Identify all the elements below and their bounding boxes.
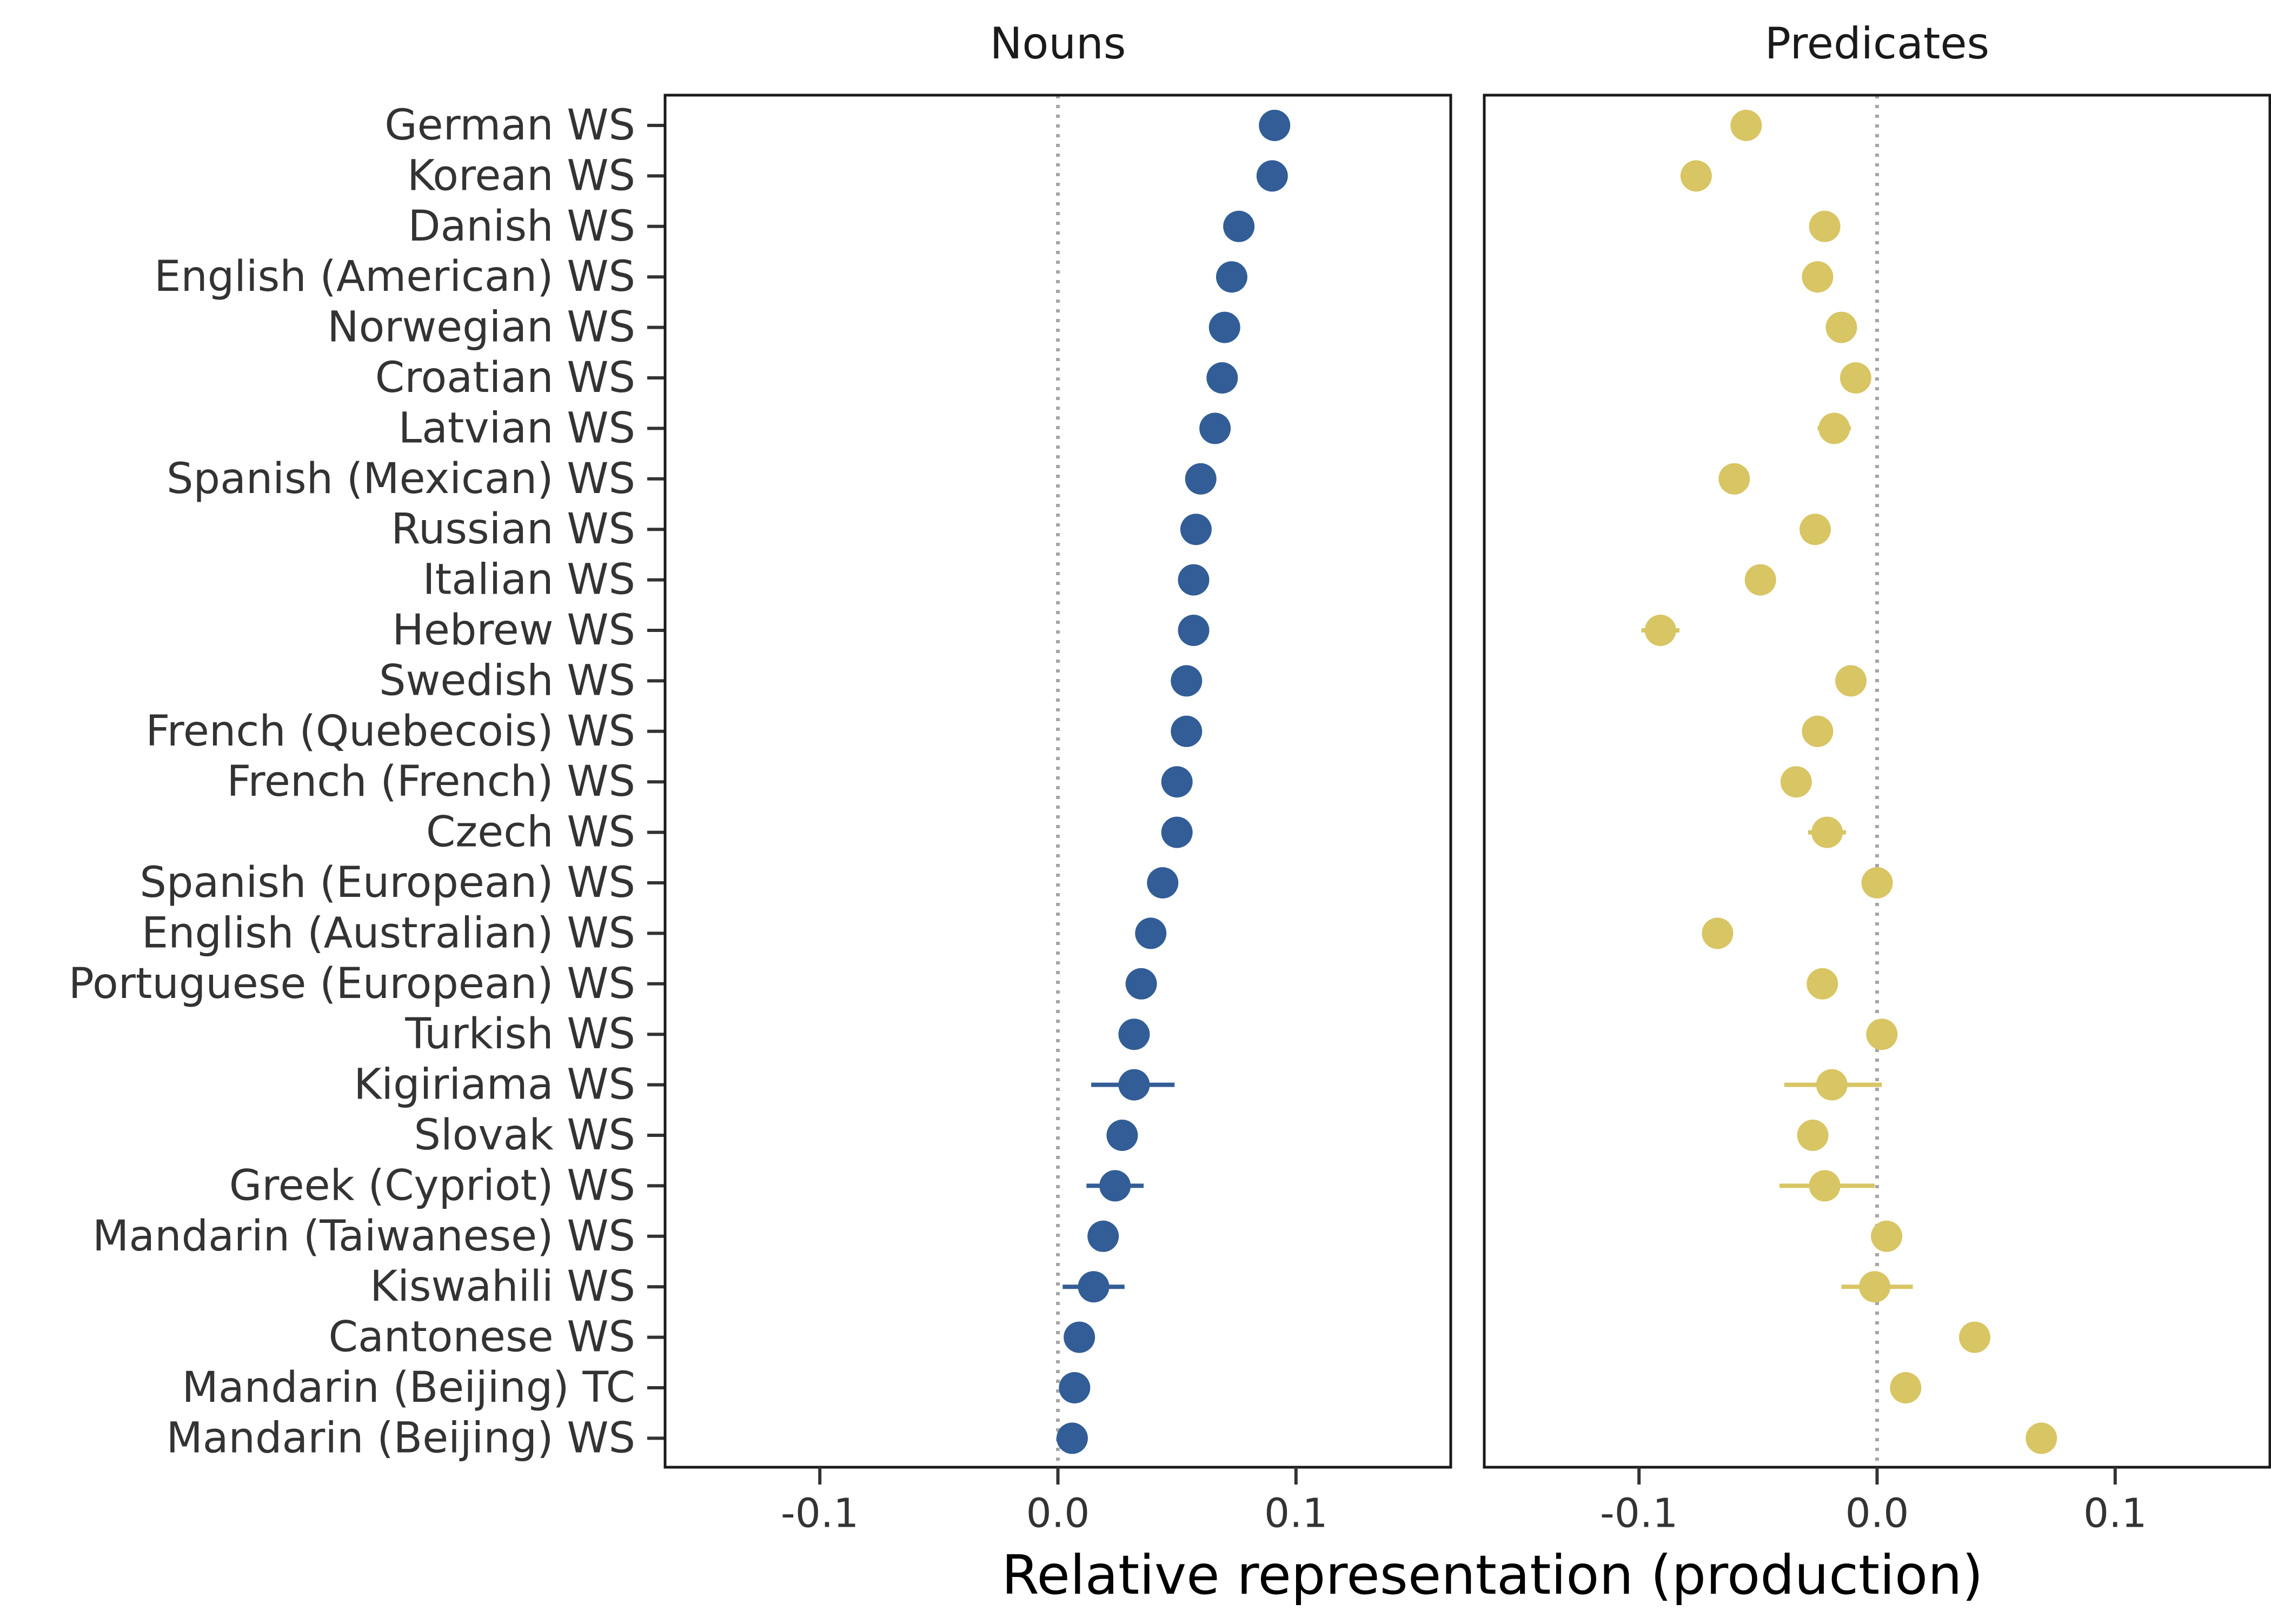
data-point [1106, 1120, 1138, 1151]
data-point [1890, 1372, 1922, 1403]
data-point [1797, 1120, 1829, 1151]
language-label: Portuguese (European) WS [69, 960, 635, 1008]
data-point [1859, 1271, 1891, 1303]
data-point [1216, 261, 1247, 293]
language-label: Slovak WS [414, 1111, 635, 1160]
language-label: Kigiriama WS [354, 1061, 635, 1109]
language-label: Norwegian WS [327, 303, 635, 352]
data-point [1818, 412, 1850, 444]
data-point [1730, 110, 1762, 141]
data-point [1178, 615, 1210, 646]
language-label: Mandarin (Beijing) TC [182, 1363, 635, 1412]
data-point [1056, 1422, 1088, 1454]
data-point [1835, 665, 1867, 697]
panel-title: Nouns [990, 18, 1126, 69]
x-tick-label: 0.0 [1026, 1490, 1090, 1536]
panel-title: Predicates [1765, 18, 1989, 69]
data-point [1118, 1069, 1150, 1101]
language-label: Hebrew WS [392, 606, 635, 655]
data-point [1087, 1220, 1119, 1252]
data-point [1171, 665, 1203, 697]
panel-nouns: Nouns -0.1 0.0 0.1 [663, 18, 1452, 1536]
data-point [1135, 917, 1167, 949]
data-point [1871, 1220, 1903, 1252]
data-point [1064, 1321, 1095, 1353]
data-point [1118, 1019, 1150, 1050]
language-label: Danish WS [408, 202, 635, 251]
x-tick-label: 0.1 [1264, 1490, 1328, 1536]
language-label: Spanish (European) WS [140, 858, 635, 907]
data-point [1807, 968, 1838, 1000]
language-label: Russian WS [391, 505, 635, 554]
language-label: Swedish WS [379, 656, 635, 705]
language-label: Greek (Cypriot) WS [229, 1161, 635, 1210]
data-point [1718, 463, 1750, 495]
x-tick-label: 0.0 [1845, 1490, 1909, 1536]
data-point [1078, 1271, 1110, 1303]
data-point [1780, 766, 1812, 798]
data-point [1206, 362, 1238, 394]
data-point [1161, 766, 1193, 798]
data-point [1199, 412, 1231, 444]
language-label: Mandarin (Taiwanese) WS [92, 1212, 635, 1261]
language-label: English (American) WS [154, 252, 635, 301]
language-label: Kiswahili WS [370, 1262, 635, 1311]
language-label: Cantonese WS [329, 1313, 635, 1362]
language-label: French (Quebecois) WS [145, 707, 635, 756]
data-point [1059, 1372, 1091, 1403]
language-label: Spanish (Mexican) WS [167, 455, 635, 503]
language-label: Croatian WS [375, 354, 635, 402]
language-label: French (French) WS [227, 757, 635, 806]
data-point [1180, 514, 1212, 545]
data-point [1259, 110, 1291, 141]
data-point [1178, 564, 1210, 596]
data-point [1680, 160, 1712, 192]
data-point [1825, 311, 1857, 343]
language-label: German WS [384, 101, 635, 150]
chart-panels: Nouns -0.1 0.0 0.1 Predicates -0.1 0.0 0.1 [663, 18, 2271, 1536]
data-point [1256, 160, 1288, 192]
data-point [1744, 564, 1776, 596]
panel-predicates: Predicates -0.1 0.0 0.1 [1483, 18, 2271, 1536]
data-point [1811, 816, 1843, 848]
language-label: Latvian WS [399, 404, 635, 452]
data-point [1802, 715, 1834, 747]
data-point [1861, 867, 1893, 898]
data-point [1816, 1069, 1848, 1101]
x-tick-label: -0.1 [1600, 1490, 1678, 1536]
data-point [1809, 210, 1841, 242]
data-point [1959, 1321, 1991, 1353]
data-point [1840, 362, 1871, 394]
data-point [1161, 816, 1193, 848]
x-tick-label: 0.1 [2083, 1490, 2147, 1536]
language-label: Korean WS [407, 151, 635, 200]
x-axis-title: Relative representation (production) [1001, 1543, 1983, 1607]
data-point [1223, 210, 1255, 242]
data-point [1099, 1170, 1131, 1202]
data-point [1644, 615, 1676, 646]
data-point [1799, 514, 1831, 545]
data-point [1866, 1019, 1898, 1050]
data-point [2026, 1422, 2057, 1454]
language-label: Turkish WS [404, 1010, 635, 1059]
data-point [1802, 261, 1834, 293]
data-point [1147, 867, 1179, 898]
data-point [1702, 917, 1734, 949]
language-label: Czech WS [426, 808, 635, 857]
language-label: English (Australian) WS [142, 909, 635, 957]
language-label: Mandarin (Beijing) WS [166, 1414, 635, 1462]
x-tick-label: -0.1 [781, 1490, 859, 1536]
data-point [1208, 311, 1240, 343]
data-point [1185, 463, 1217, 495]
data-point [1125, 968, 1157, 1000]
data-point [1171, 715, 1203, 747]
data-point [1809, 1170, 1841, 1202]
language-label: Italian WS [423, 556, 635, 604]
